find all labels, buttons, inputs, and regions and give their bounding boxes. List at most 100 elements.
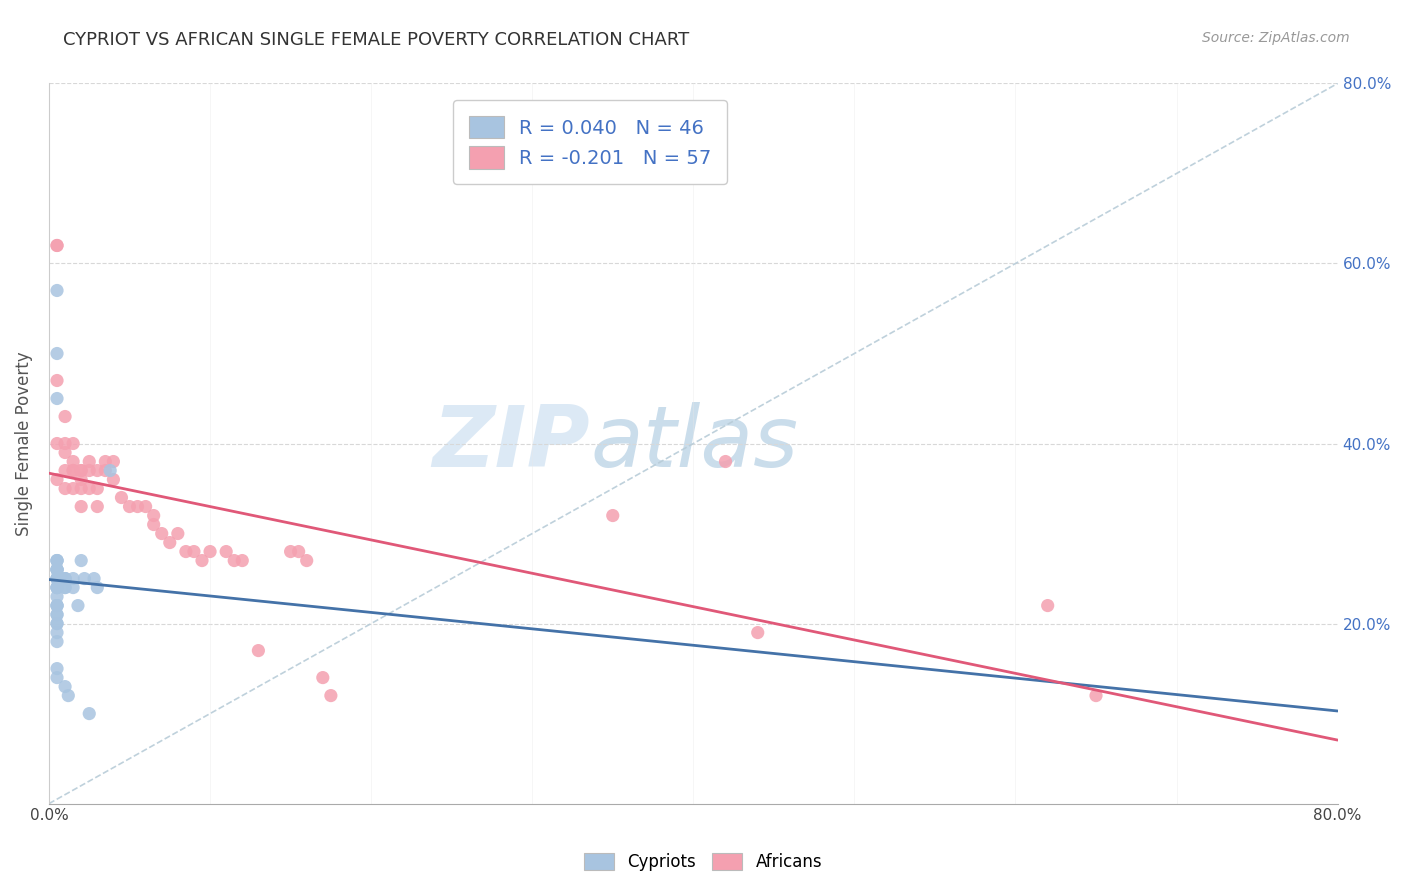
Point: [70, 500, 93, 514]
Point: [142, 508, 165, 523]
Point: [53, 581, 76, 595]
Y-axis label: Single Female Poverty: Single Female Poverty: [15, 351, 32, 536]
Point: [46, 599, 69, 613]
Point: [53, 572, 76, 586]
Point: [127, 500, 149, 514]
Point: [46, 599, 69, 613]
Point: [215, 544, 238, 558]
Point: [46, 616, 69, 631]
Point: [46, 284, 69, 298]
Point: [53, 572, 76, 586]
Point: [70, 482, 93, 496]
Point: [62, 464, 84, 478]
Point: [103, 473, 125, 487]
Point: [62, 436, 84, 450]
Point: [70, 553, 93, 567]
Point: [53, 464, 76, 478]
Point: [77, 464, 100, 478]
Point: [53, 409, 76, 424]
Point: [46, 634, 69, 648]
Point: [46, 581, 69, 595]
Point: [46, 572, 69, 586]
Point: [602, 508, 624, 523]
Point: [53, 680, 76, 694]
Point: [46, 607, 69, 622]
Point: [46, 572, 69, 586]
Point: [70, 464, 93, 478]
Point: [174, 544, 197, 558]
Point: [1085, 689, 1108, 703]
Point: [46, 563, 69, 577]
Point: [46, 436, 69, 450]
Point: [46, 590, 69, 604]
Point: [46, 599, 69, 613]
Point: [46, 238, 69, 252]
Point: [46, 553, 69, 567]
Point: [62, 581, 84, 595]
Point: [46, 581, 69, 595]
Point: [46, 346, 69, 360]
Point: [70, 473, 93, 487]
Point: [46, 238, 69, 252]
Point: [159, 535, 181, 549]
Point: [53, 572, 76, 586]
Point: [295, 553, 318, 567]
Point: [58, 689, 80, 703]
Point: [46, 553, 69, 567]
Point: [46, 581, 69, 595]
Point: [62, 454, 84, 468]
Point: [83, 572, 105, 586]
Point: [166, 526, 188, 541]
Point: [312, 671, 335, 685]
Point: [86, 464, 108, 478]
Point: [46, 563, 69, 577]
Point: [46, 581, 69, 595]
Point: [46, 625, 69, 640]
Point: [73, 572, 96, 586]
Point: [319, 689, 342, 703]
Point: [46, 607, 69, 622]
Point: [714, 454, 737, 468]
Point: [287, 544, 309, 558]
Point: [86, 500, 108, 514]
Point: [53, 482, 76, 496]
Point: [70, 464, 93, 478]
Point: [62, 482, 84, 496]
Point: [231, 553, 253, 567]
Point: [247, 643, 270, 657]
Point: [280, 544, 302, 558]
Text: Source: ZipAtlas.com: Source: ZipAtlas.com: [1202, 31, 1350, 45]
Point: [224, 553, 246, 567]
Point: [46, 572, 69, 586]
Point: [66, 599, 89, 613]
Point: [53, 445, 76, 459]
Point: [62, 572, 84, 586]
Point: [46, 473, 69, 487]
Point: [46, 563, 69, 577]
Point: [135, 500, 157, 514]
Legend: R = 0.040   N = 46, R = -0.201   N = 57: R = 0.040 N = 46, R = -0.201 N = 57: [453, 101, 727, 184]
Text: CYPRIOT VS AFRICAN SINGLE FEMALE POVERTY CORRELATION CHART: CYPRIOT VS AFRICAN SINGLE FEMALE POVERTY…: [63, 31, 689, 49]
Point: [46, 572, 69, 586]
Point: [46, 553, 69, 567]
Point: [46, 563, 69, 577]
Point: [46, 374, 69, 388]
Point: [150, 526, 173, 541]
Point: [98, 464, 121, 478]
Legend: Cypriots, Africans: Cypriots, Africans: [575, 845, 831, 880]
Point: [118, 500, 141, 514]
Point: [86, 581, 108, 595]
Point: [62, 464, 84, 478]
Point: [86, 482, 108, 496]
Point: [1036, 599, 1059, 613]
Text: ZIP: ZIP: [433, 402, 591, 485]
Point: [46, 616, 69, 631]
Point: [77, 454, 100, 468]
Point: [198, 544, 221, 558]
Point: [747, 625, 769, 640]
Point: [103, 454, 125, 468]
Text: atlas: atlas: [591, 402, 799, 485]
Point: [46, 671, 69, 685]
Point: [110, 491, 132, 505]
Point: [46, 662, 69, 676]
